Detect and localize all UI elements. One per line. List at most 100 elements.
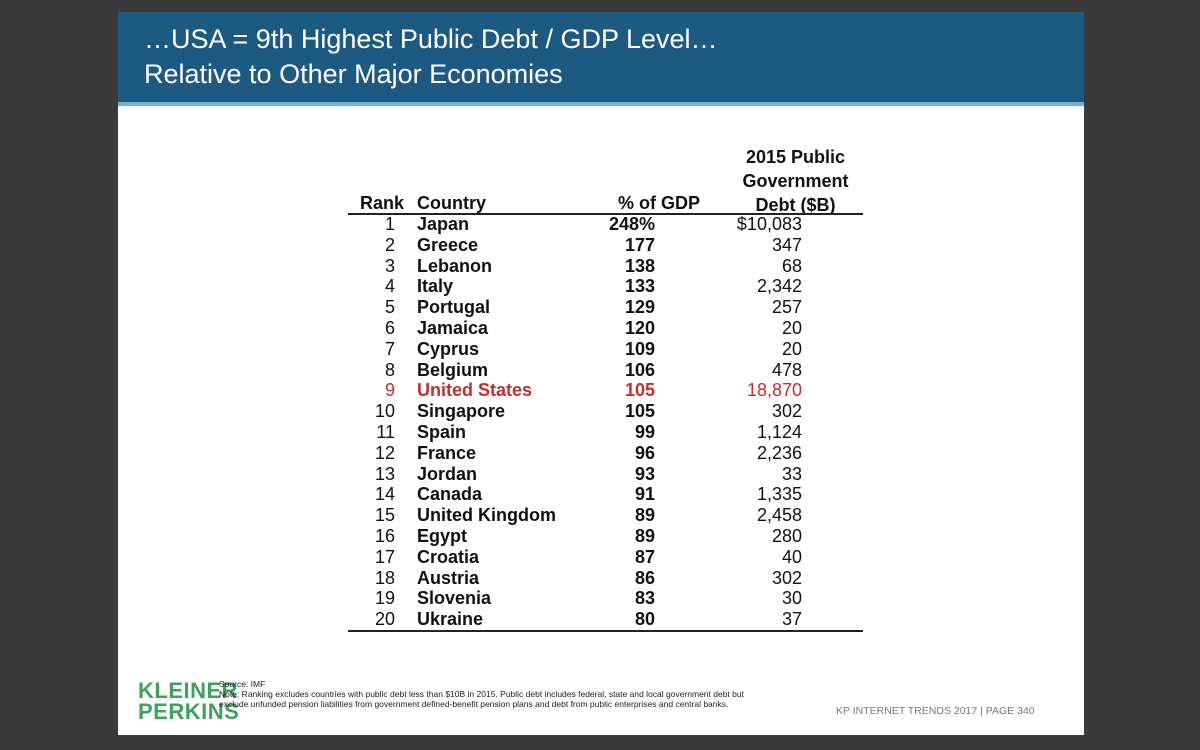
debt-cell: 2,342	[756, 276, 802, 297]
rank-cell: 17	[374, 546, 395, 567]
gdp-cell: 177	[624, 234, 655, 255]
gdp-cell: 80	[634, 609, 655, 630]
debt-cell: 257	[771, 297, 802, 318]
kleiner-perkins-logo: KLEINER PERKINS	[138, 678, 239, 723]
gdp-cell: 109	[624, 338, 655, 359]
rank-cell: 8	[384, 359, 395, 380]
gdp-cell: 106	[624, 359, 655, 380]
country-cell: Italy	[417, 276, 454, 297]
title-bar: …USA = 9th Highest Public Debt / GDP Lev…	[118, 12, 1084, 102]
debt-cell: 302	[771, 401, 802, 422]
table-row: 2 Greece 177 347	[118, 235, 1084, 256]
rank-cell: 12	[374, 442, 395, 463]
table-row: 14 Canada 91 1,335	[118, 484, 1084, 505]
debt-cell: 1,335	[756, 484, 802, 505]
table-row: 19 Slovenia 83 30	[118, 588, 1084, 609]
table-row: 10 Singapore 105 302	[118, 401, 1084, 422]
rank-cell: 20	[374, 609, 395, 630]
debt-cell: 33	[781, 463, 802, 484]
rank-cell: 19	[374, 588, 395, 609]
slide-title-line-2: Relative to Other Major Economies	[144, 59, 563, 89]
debt-cell: 68	[781, 255, 802, 276]
note-line-2: exclude unfunded pension liabilities fro…	[219, 699, 729, 709]
table-row: 11 Spain 99 1,124	[118, 422, 1084, 443]
gdp-cell: 93	[634, 463, 655, 484]
table-row: 9 United States 105 18,870	[118, 380, 1084, 401]
table-row: 1 Japan 248% $10,083	[118, 214, 1084, 235]
gdp-cell: 86	[634, 567, 655, 588]
table-row: 3 Lebanon 138 68	[118, 256, 1084, 277]
table-row: 8 Belgium 106 478	[118, 360, 1084, 381]
country-cell: Singapore	[417, 401, 506, 422]
debt-cell: $10,083	[736, 214, 802, 234]
header-country: Country	[417, 193, 486, 213]
rank-cell: 18	[374, 567, 395, 588]
header-debt-line-1: 2015 Public	[745, 147, 846, 167]
debt-cell: 30	[781, 588, 802, 609]
table-row: 13 Jordan 93 33	[118, 464, 1084, 485]
rank-cell: 7	[384, 338, 395, 359]
header-debt-line-2: Government	[742, 171, 849, 191]
gdp-cell: 87	[634, 546, 655, 567]
country-cell: Greece	[417, 234, 479, 255]
debt-cell: 20	[781, 318, 802, 338]
rank-cell: 6	[384, 318, 395, 338]
country-cell: Canada	[417, 484, 483, 505]
rank-cell: 2	[384, 234, 395, 255]
rank-cell: 5	[384, 297, 395, 318]
country-cell: Croatia	[417, 546, 480, 567]
header-debt: 2015 Public Government Debt ($B)	[718, 145, 873, 217]
gdp-cell: 99	[634, 422, 655, 442]
country-cell: Jamaica	[417, 318, 489, 338]
country-cell: United States	[417, 380, 533, 401]
table-row: 7 Cyprus 109 20	[118, 339, 1084, 360]
country-cell: Austria	[417, 567, 480, 588]
country-cell: Ukraine	[417, 609, 484, 630]
table-row: 16 Egypt 89 280	[118, 526, 1084, 547]
gdp-cell: 138	[624, 255, 655, 276]
country-cell: Egypt	[417, 526, 468, 546]
rank-cell: 13	[374, 463, 395, 484]
table-row: 18 Austria 86 302	[118, 568, 1084, 589]
gdp-cell: 91	[634, 484, 655, 505]
country-cell: Cyprus	[417, 338, 480, 359]
debt-cell: 20	[781, 338, 802, 359]
debt-cell: 280	[771, 526, 802, 546]
table-row: 15 United Kingdom 89 2,458	[118, 505, 1084, 526]
rank-cell: 10	[374, 401, 395, 422]
rank-cell: 3	[384, 255, 395, 276]
debt-cell: 18,870	[746, 380, 802, 401]
country-cell: France	[417, 442, 477, 463]
title-accent-rule	[118, 102, 1084, 106]
debt-cell: 478	[771, 359, 802, 380]
table-row: 4 Italy 133 2,342	[118, 276, 1084, 297]
gdp-cell: 120	[624, 318, 655, 338]
rank-cell: 9	[384, 380, 395, 401]
header-gdp: % of GDP	[618, 193, 701, 213]
note-line-1: Note: Ranking excludes countries with pu…	[219, 689, 744, 699]
rank-cell: 1	[384, 214, 395, 234]
debt-cell: 302	[771, 567, 802, 588]
gdp-cell: 83	[634, 588, 655, 609]
rank-cell: 16	[374, 526, 395, 546]
table-row: 17 Croatia 87 40	[118, 547, 1084, 568]
country-cell: Lebanon	[417, 255, 492, 276]
country-cell: United Kingdom	[417, 505, 556, 526]
country-cell: Spain	[417, 422, 467, 442]
rank-cell: 11	[376, 422, 395, 442]
gdp-cell: 248%	[608, 214, 655, 234]
logo-line-1: KLEINER	[138, 678, 239, 703]
gdp-cell: 89	[634, 526, 655, 546]
table-row: 12 France 96 2,236	[118, 443, 1084, 464]
gdp-cell: 133	[624, 276, 655, 297]
debt-cell: 347	[771, 234, 802, 255]
debt-cell: 2,236	[756, 442, 802, 463]
footnotes: Source: IMF Note: Ranking excludes count…	[219, 679, 819, 709]
table-bottom-rule	[348, 630, 863, 632]
gdp-cell: 89	[634, 505, 655, 526]
source-note: Source: IMF	[219, 679, 266, 689]
header-rank: Rank	[360, 193, 405, 213]
gdp-cell: 105	[624, 380, 655, 401]
slide: …USA = 9th Highest Public Debt / GDP Lev…	[118, 12, 1084, 735]
gdp-cell: 96	[634, 442, 655, 463]
